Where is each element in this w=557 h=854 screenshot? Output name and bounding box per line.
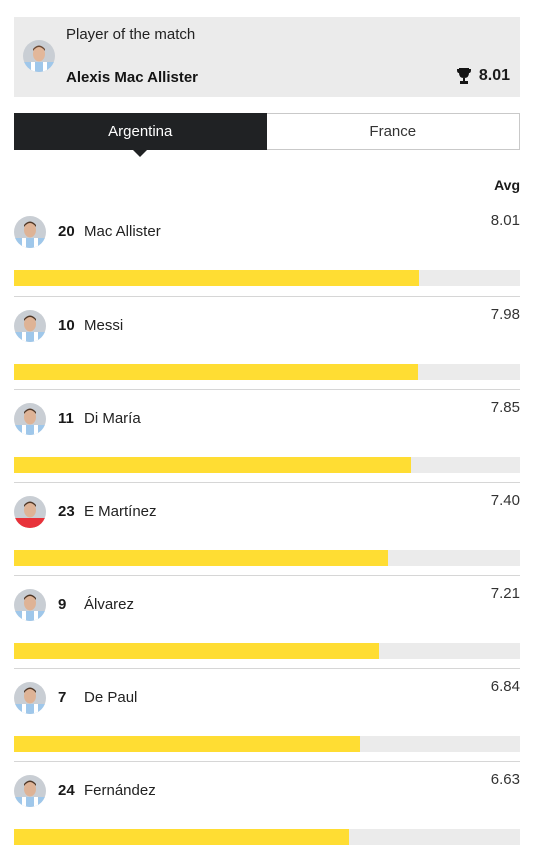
player-avatar-icon bbox=[14, 775, 46, 807]
player-number: 23 bbox=[58, 503, 75, 520]
player-name: Fernández bbox=[84, 782, 156, 799]
potm-score: 8.01 bbox=[456, 67, 510, 85]
player-rating: 7.85 bbox=[490, 399, 520, 416]
tab-france[interactable]: France bbox=[266, 113, 520, 150]
player-ratings-list: 20 Mac Allister 8.01 10 Messi 7.98 11 Di María 7… bbox=[14, 203, 520, 854]
potm-label: Player of the match bbox=[66, 26, 196, 43]
rating-bar-track bbox=[14, 550, 520, 566]
player-number: 24 bbox=[58, 782, 75, 799]
trophy-icon bbox=[456, 67, 471, 85]
player-row: 9 Álvarez 7.21 bbox=[14, 575, 520, 668]
rating-bar-track bbox=[14, 829, 520, 845]
player-rating: 6.63 bbox=[490, 771, 520, 788]
player-row: 20 Mac Allister 8.01 bbox=[14, 203, 520, 296]
rating-bar-fill bbox=[14, 364, 418, 380]
player-avatar-icon bbox=[14, 216, 46, 248]
player-avatar-icon bbox=[14, 682, 46, 714]
player-rating: 7.40 bbox=[490, 492, 520, 509]
rating-bar-track bbox=[14, 270, 520, 286]
player-rating: 6.84 bbox=[490, 678, 520, 695]
rating-bar-fill bbox=[14, 270, 419, 286]
player-avatar-icon bbox=[14, 589, 46, 621]
tab-argentina[interactable]: Argentina bbox=[14, 113, 267, 157]
player-rating: 8.01 bbox=[490, 212, 520, 229]
player-row: 24 Fernández 6.63 bbox=[14, 761, 520, 854]
player-name: Mac Allister bbox=[84, 223, 161, 240]
potm-player-name: Alexis Mac Allister bbox=[66, 69, 199, 86]
player-name: Di María bbox=[84, 410, 141, 427]
rating-bar-fill bbox=[14, 829, 349, 845]
rating-bar-track bbox=[14, 457, 520, 473]
player-row: 10 Messi 7.98 bbox=[14, 296, 520, 389]
rating-bar-fill bbox=[14, 643, 379, 659]
player-name: E Martínez bbox=[84, 503, 157, 520]
player-rating: 7.21 bbox=[490, 585, 520, 602]
rating-bar-track bbox=[14, 643, 520, 659]
rating-bar-fill bbox=[14, 457, 411, 473]
player-of-the-match-card: Player of the match Alexis Mac Allister … bbox=[14, 17, 520, 97]
player-number: 7 bbox=[58, 689, 67, 706]
player-name: De Paul bbox=[84, 689, 138, 706]
potm-score-value: 8.01 bbox=[478, 67, 510, 84]
player-rating: 7.98 bbox=[490, 306, 520, 323]
player-name: Messi bbox=[84, 317, 124, 334]
player-row: 23 E Martínez 7.40 bbox=[14, 482, 520, 575]
player-row: 7 De Paul 6.84 bbox=[14, 668, 520, 761]
player-number: 20 bbox=[58, 223, 75, 240]
player-number: 11 bbox=[58, 410, 74, 427]
player-number: 9 bbox=[58, 596, 67, 613]
player-avatar-icon bbox=[14, 310, 46, 342]
rating-bar-track bbox=[14, 736, 520, 752]
team-tabs: Argentina France bbox=[14, 113, 520, 157]
player-row: 11 Di María 7.85 bbox=[14, 389, 520, 482]
potm-avatar-icon bbox=[23, 40, 55, 72]
player-number: 10 bbox=[58, 317, 75, 334]
rating-bar-track bbox=[14, 364, 520, 380]
player-name: Álvarez bbox=[84, 596, 135, 613]
player-avatar-icon bbox=[14, 403, 46, 435]
rating-bar-fill bbox=[14, 736, 360, 752]
player-avatar-icon bbox=[14, 496, 46, 528]
avg-column-header: Avg bbox=[494, 177, 520, 193]
rating-bar-fill bbox=[14, 550, 388, 566]
